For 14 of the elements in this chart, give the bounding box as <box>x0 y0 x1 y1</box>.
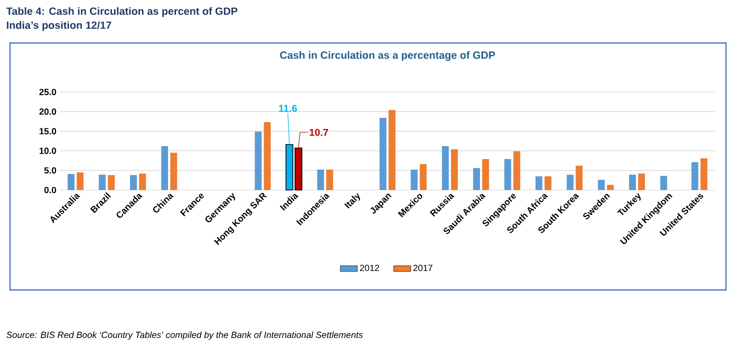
source-note: Source: BIS Red Book ‘Country Tables’ compiled by the Bank of International Settlements <box>6 331 363 340</box>
y-tick-label: 15.0 <box>40 128 56 134</box>
data-label: 10.7 <box>310 128 328 136</box>
legend-label: 2012 <box>360 264 380 272</box>
caption: Table 4: Cash in Circulation as percent of GDP <box>6 7 238 17</box>
chart-title: Cash in Circulation as a percentage of GDP <box>280 51 495 61</box>
y-tick-label: 20.0 <box>39 108 56 115</box>
text: India’s position 12/17 <box>6 21 112 31</box>
y-tick-label: 25.0 <box>39 88 56 96</box>
data-label: 11.6 <box>279 104 297 112</box>
y-tick-label: 10.0 <box>40 148 56 154</box>
legend-label: 2017 <box>413 264 432 272</box>
y-tick-label: 0.0 <box>44 186 56 194</box>
y-tick-label: 5.0 <box>44 167 56 174</box>
